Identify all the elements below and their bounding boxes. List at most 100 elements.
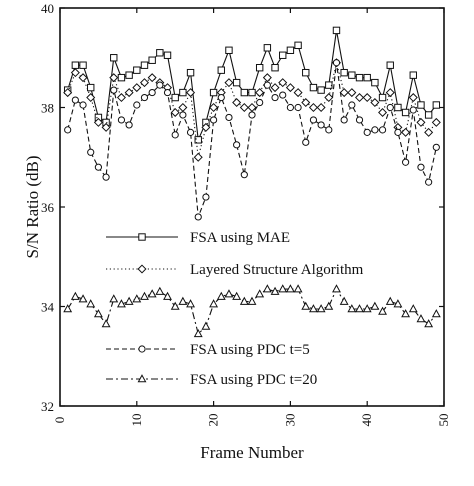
data-point-fsa-using-mae [71,61,80,69]
data-point-layered-structure-algorithm [101,122,111,132]
data-point-fsa-using-pdc-t-20 [224,289,234,298]
x-tick-label: 30 [282,414,297,427]
legend-label-fsa-using-mae: FSA using MAE [190,230,290,246]
data-point-fsa-using-mae [255,64,264,72]
legend: FSA using MAE Layered Structure Algorithm… [106,230,364,388]
data-point-fsa-using-pdc-t-5 [217,93,225,102]
data-point-fsa-using-pdc-t-20 [86,299,96,308]
x-tick-label: 40 [359,414,374,427]
data-point-layered-structure-algorithm [255,88,265,98]
data-point-fsa-using-pdc-t-20 [416,314,426,323]
data-point-fsa-using-mae [332,26,341,35]
data-point-fsa-using-pdc-t-20 [401,309,411,318]
legend-label-layered-structure-algorithm: Layered Structure Algorithm [190,262,364,278]
data-point-layered-structure-algorithm [132,83,142,93]
data-point-fsa-using-pdc-t-20 [408,304,418,313]
data-point-fsa-using-pdc-t-5 [186,128,195,136]
data-point-fsa-using-pdc-t-5 [263,81,271,89]
data-point-fsa-using-mae [417,101,425,109]
data-point-layered-structure-algorithm [93,117,103,127]
data-point-fsa-using-pdc-t-5 [171,131,179,139]
data-point-fsa-using-pdc-t-20 [370,301,380,310]
data-point-fsa-using-pdc-t-20 [209,299,219,308]
data-point-fsa-using-pdc-t-5 [425,178,433,186]
data-point-fsa-using-pdc-t-20 [101,319,111,328]
data-point-fsa-using-pdc-t-5 [233,141,241,149]
legend-label-fsa-using-pdc-t-20: FSA using PDC t=20 [190,372,317,388]
data-point-fsa-using-pdc-t-5 [110,86,118,94]
data-point-fsa-using-pdc-t-20 [63,304,73,313]
data-point-fsa-using-mae [133,66,141,74]
data-point-fsa-using-pdc-t-5 [355,116,364,124]
data-point-layered-structure-algorithm [370,98,380,108]
data-point-layered-structure-algorithm [193,152,203,162]
series-line-fsa-using-pdc-t-5 [67,62,437,218]
y-tick-label: 32 [41,399,54,414]
data-point-fsa-using-mae [232,78,241,87]
data-point-fsa-using-pdc-t-5 [210,116,218,124]
legend-label-fsa-using-pdc-t-5: FSA using PDC t=5 [190,342,310,358]
data-point-fsa-using-pdc-t-20 [262,284,272,293]
data-point-fsa-using-pdc-t-5 [156,81,164,89]
data-point-fsa-using-pdc-t-5 [87,148,95,156]
data-point-fsa-using-pdc-t-5 [286,103,294,112]
data-point-layered-structure-algorithm [170,107,180,117]
y-tick-label: 40 [41,1,54,16]
data-point-fsa-using-mae [340,68,348,77]
data-point-layered-structure-algorithm [308,102,318,113]
x-tick-label: 20 [206,414,221,427]
data-point-fsa-using-pdc-t-20 [201,321,211,330]
data-point-fsa-using-mae [79,61,87,69]
data-point-fsa-using-mae [401,108,410,117]
data-point-fsa-using-mae [110,54,118,62]
data-point-fsa-using-pdc-t-20 [186,299,196,308]
data-point-fsa-using-pdc-t-20 [285,284,295,293]
data-point-fsa-using-mae [240,88,249,97]
data-point-fsa-using-pdc-t-20 [278,284,288,293]
data-point-fsa-using-pdc-t-20 [378,306,388,315]
data-point-fsa-using-pdc-t-20 [147,289,157,298]
data-point-fsa-using-mae [309,83,318,92]
data-point-layered-structure-algorithm [270,83,280,93]
data-point-fsa-using-pdc-t-5 [202,193,210,201]
data-point-fsa-using-pdc-t-20 [124,296,134,305]
data-point-fsa-using-mae [225,46,233,54]
data-point-fsa-using-pdc-t-5 [64,126,72,134]
data-point-fsa-using-mae [248,88,256,97]
data-point-fsa-using-pdc-t-20 [193,329,203,338]
data-point-layered-structure-algorithm [347,88,357,98]
data-point-layered-structure-algorithm [262,73,272,83]
data-point-fsa-using-pdc-t-5 [79,101,87,109]
data-point-fsa-using-pdc-t-20 [232,291,242,300]
legend-marker-fsa-using-mae [138,233,146,241]
data-point-fsa-using-pdc-t-5 [432,143,440,151]
x-tick-label: 0 [52,417,67,424]
data-point-fsa-using-mae [263,44,272,52]
data-point-fsa-using-pdc-t-20 [178,296,188,305]
data-point-layered-structure-algorithm [178,102,188,113]
data-point-fsa-using-pdc-t-5 [163,88,172,97]
data-point-fsa-using-pdc-t-5 [248,111,256,119]
legend-marker-fsa-using-pdc-t-5 [138,345,146,353]
data-point-fsa-using-pdc-t-5 [179,111,187,119]
data-point-layered-structure-algorithm [285,83,295,93]
data-point-layered-structure-algorithm [301,98,311,108]
data-point-fsa-using-pdc-t-20 [324,301,334,310]
data-point-layered-structure-algorithm [232,98,242,108]
data-point-fsa-using-pdc-t-20 [255,289,265,298]
data-point-fsa-using-pdc-t-5 [240,171,248,179]
data-point-layered-structure-algorithm [408,93,418,103]
data-point-fsa-using-pdc-t-5 [348,101,356,109]
data-point-layered-structure-algorithm [378,107,388,117]
data-point-fsa-using-pdc-t-5 [194,213,202,221]
data-point-fsa-using-mae [394,103,402,112]
y-tick-label: 38 [41,101,54,116]
data-point-fsa-using-pdc-t-5 [117,116,126,124]
data-point-fsa-using-mae [117,73,126,82]
y-axis-title: S/N Ratio (dB) [23,156,42,259]
data-point-fsa-using-mae [156,49,164,57]
data-point-fsa-using-pdc-t-5 [378,126,387,134]
data-point-fsa-using-pdc-t-5 [340,116,348,124]
data-point-fsa-using-mae [217,66,225,74]
